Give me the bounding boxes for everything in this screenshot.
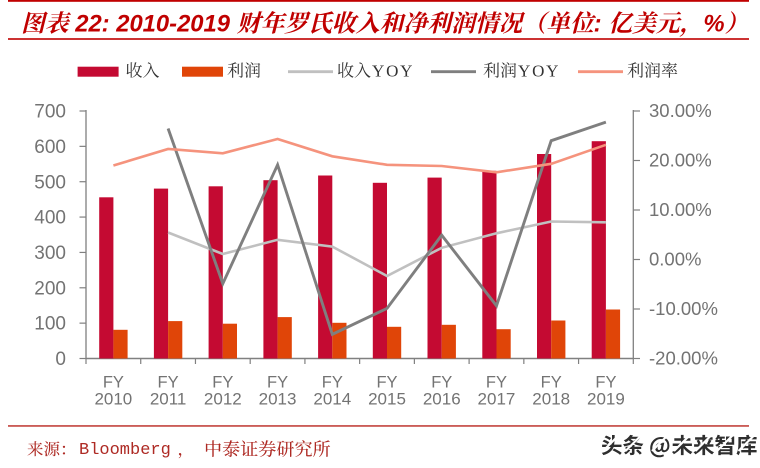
svg-text:FY: FY — [431, 374, 452, 392]
svg-text:200: 200 — [34, 278, 66, 299]
svg-text:600: 600 — [34, 137, 66, 158]
svg-text:2017: 2017 — [478, 390, 516, 409]
svg-text:FY: FY — [376, 374, 397, 392]
svg-text:FY: FY — [486, 374, 507, 392]
svg-text:2019: 2019 — [587, 390, 625, 409]
svg-text::: : — [594, 11, 602, 38]
svg-text:FY: FY — [595, 374, 616, 392]
svg-text:400: 400 — [34, 208, 66, 229]
svg-text:Bloomberg: Bloomberg — [79, 441, 171, 460]
svg-text:YOY: YOY — [372, 62, 414, 81]
svg-text:%: % — [703, 11, 724, 38]
svg-text:FY: FY — [267, 374, 288, 392]
svg-text:2011: 2011 — [150, 390, 187, 409]
svg-text:2010: 2010 — [94, 390, 132, 409]
svg-text:2015: 2015 — [368, 390, 406, 409]
svg-text:30.00%: 30.00% — [649, 100, 712, 121]
svg-text:22: 2010-2019: 22: 2010-2019 — [74, 11, 231, 38]
svg-text:300: 300 — [34, 243, 66, 264]
svg-text:YOY: YOY — [518, 62, 560, 81]
svg-text:2014: 2014 — [313, 390, 351, 409]
svg-text:2018: 2018 — [532, 390, 570, 409]
svg-text:10.00%: 10.00% — [649, 199, 712, 220]
svg-text:2013: 2013 — [259, 390, 297, 409]
svg-text:FY: FY — [103, 374, 124, 392]
svg-text:-10.00%: -10.00% — [649, 298, 718, 319]
svg-text:FY: FY — [158, 374, 179, 392]
svg-text:20.00%: 20.00% — [649, 150, 712, 171]
svg-text:0: 0 — [55, 349, 66, 370]
svg-text:2016: 2016 — [423, 390, 461, 409]
svg-text:2012: 2012 — [204, 390, 242, 409]
svg-text:100: 100 — [34, 314, 66, 335]
svg-text:FY: FY — [541, 374, 562, 392]
svg-text:FY: FY — [212, 374, 233, 392]
svg-text:FY: FY — [322, 374, 343, 392]
svg-text:0.00%: 0.00% — [649, 249, 701, 270]
svg-text:500: 500 — [34, 172, 66, 193]
svg-text:-20.00%: -20.00% — [649, 348, 718, 369]
svg-text:700: 700 — [34, 102, 66, 123]
